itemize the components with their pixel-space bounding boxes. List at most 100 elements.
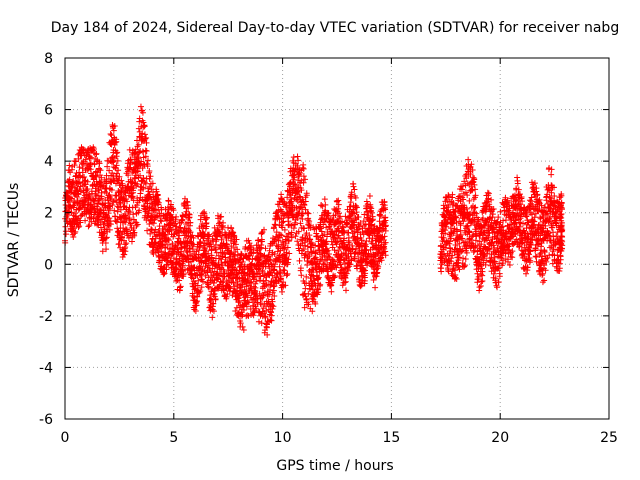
data-point-3502 — [462, 255, 469, 262]
data-point-253 — [87, 194, 94, 201]
data-point-179 — [79, 174, 86, 181]
data-point-731 — [134, 181, 141, 188]
data-point-614 — [122, 219, 129, 226]
data-point-441 — [105, 210, 112, 217]
data-point-599 — [121, 251, 128, 258]
data-point-461 — [107, 131, 114, 138]
data-point-1287 — [189, 232, 196, 239]
data-point-498 — [111, 207, 118, 214]
data-point-2917 — [350, 183, 357, 190]
data-point-1312 — [191, 280, 198, 287]
data-point-661 — [127, 230, 134, 237]
data-point-245 — [86, 192, 93, 199]
data-point-1489 — [209, 314, 216, 321]
data-point-2185 — [278, 191, 285, 198]
chart-title: Day 184 of 2024, Sidereal Day-to-day VTE… — [51, 20, 619, 36]
data-point-1680 — [228, 225, 235, 232]
data-point-479 — [109, 202, 116, 209]
data-point-1079 — [168, 227, 175, 234]
data-point-619 — [123, 240, 130, 247]
data-point-1572 — [217, 278, 224, 285]
data-point-770 — [138, 158, 145, 165]
data-point-830 — [144, 227, 151, 234]
data-point-1635 — [223, 293, 230, 300]
data-point-2701 — [329, 265, 336, 272]
data-point-759 — [137, 172, 144, 179]
data-point-4294 — [541, 277, 548, 284]
data-point-1382 — [198, 284, 205, 291]
data-point-727 — [133, 202, 140, 209]
data-point-448 — [106, 215, 113, 222]
data-point-918 — [152, 239, 159, 246]
data-point-792 — [140, 184, 147, 191]
data-point-2461 — [305, 210, 312, 217]
data-point-2249 — [284, 270, 291, 277]
data-point-426 — [104, 163, 111, 170]
data-point-262 — [87, 154, 94, 161]
data-point-2427 — [302, 176, 309, 183]
data-point-1703 — [230, 279, 237, 286]
data-point-47 — [66, 176, 73, 183]
data-point-446 — [106, 167, 113, 174]
y-axis-label: SDTVAR / TECUs — [6, 183, 22, 298]
data-point-3052 — [363, 198, 370, 205]
data-point-1796 — [239, 323, 246, 330]
data-point-2194 — [279, 288, 286, 295]
data-point-627 — [124, 198, 131, 205]
data-point-1124 — [173, 278, 180, 285]
x-tick-label-3: 15 — [382, 430, 400, 446]
data-point-494 — [110, 127, 117, 134]
data-point-1170 — [177, 283, 184, 290]
data-point-4209 — [532, 253, 539, 260]
data-point-1132 — [173, 266, 180, 273]
data-point-1164 — [177, 240, 184, 247]
data-point-1624 — [222, 259, 229, 266]
data-point-655 — [126, 146, 133, 153]
data-point-102 — [72, 210, 79, 217]
data-point-1006 — [161, 270, 168, 277]
data-point-861 — [147, 230, 154, 237]
data-point-165 — [78, 212, 85, 219]
data-point-853 — [146, 168, 153, 175]
data-point-477 — [109, 169, 116, 176]
data-point-888 — [149, 180, 156, 187]
data-point-228 — [84, 185, 91, 192]
data-point-3135 — [372, 284, 379, 291]
data-point-696 — [130, 216, 137, 223]
data-point-1367 — [197, 288, 204, 295]
data-point-1741 — [234, 246, 241, 253]
data-point-793 — [140, 119, 147, 126]
data-point-4146 — [526, 247, 533, 254]
data-point-2693 — [328, 288, 335, 295]
data-point-1787 — [238, 251, 245, 258]
data-point-415 — [103, 246, 110, 253]
data-point-750 — [136, 207, 143, 214]
data-point-422 — [103, 180, 110, 187]
data-point-1844 — [244, 292, 251, 299]
data-point-638 — [125, 172, 132, 179]
data-point-570 — [118, 177, 125, 184]
data-point-1728 — [232, 241, 239, 248]
data-point-346 — [96, 166, 103, 173]
data-point-736 — [134, 168, 141, 175]
data-point-913 — [152, 226, 159, 233]
data-point-1122 — [172, 242, 179, 249]
data-point-96 — [71, 162, 78, 169]
data-point-382 — [99, 248, 106, 255]
data-point-1859 — [245, 299, 252, 306]
data-point-1155 — [176, 232, 183, 239]
data-point-1048 — [165, 198, 172, 205]
data-point-537 — [115, 167, 122, 174]
data-point-610 — [122, 248, 129, 255]
data-point-1692 — [229, 292, 236, 299]
data-point-490 — [110, 158, 117, 165]
data-point-1167 — [177, 224, 184, 231]
data-point-371 — [98, 193, 105, 200]
data-point-956 — [156, 223, 163, 230]
data-point-1610 — [221, 250, 228, 257]
y-tick-label-1: -4 — [39, 360, 53, 376]
data-point-3908 — [502, 217, 509, 224]
data-point-646 — [125, 234, 132, 241]
data-point-1191 — [179, 262, 186, 269]
